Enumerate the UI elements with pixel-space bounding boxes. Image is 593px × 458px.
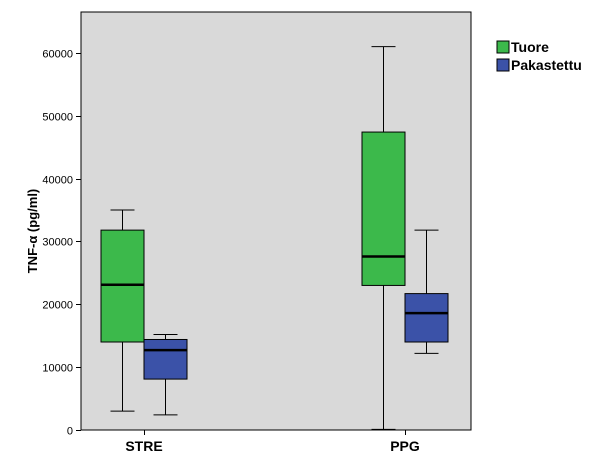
legend: Tuore Pakastettu [496, 39, 582, 73]
y-axis-title: TNF-α (pg/ml) [25, 189, 40, 274]
box-iqr [100, 229, 145, 343]
legend-label-pakastettu: Pakastettu [511, 57, 582, 73]
legend-swatch-tuore [496, 40, 510, 54]
plot-frame [80, 11, 472, 431]
box-iqr [404, 293, 449, 343]
x-category-label: PPG [390, 438, 420, 454]
box-series-group [100, 46, 449, 430]
y-tick-label: 50000 [42, 112, 73, 124]
y-axis: 0 10000 20000 30000 40000 50000 60000 [42, 49, 81, 438]
box-iqr [143, 338, 188, 380]
box-tuore-ppg [361, 46, 406, 430]
y-tick-label: 60000 [42, 49, 73, 61]
y-tick-label: 20000 [42, 300, 73, 312]
legend-label-tuore: Tuore [511, 39, 549, 55]
y-tick-label: 0 [67, 426, 73, 438]
plot-area [81, 12, 471, 430]
x-category-label: STRE [125, 438, 162, 454]
box-pakastettu-stre [143, 333, 188, 416]
box-pakastettu-ppg [404, 229, 449, 354]
x-axis: STRE PPG [125, 430, 420, 454]
box-tuore-stre [100, 209, 145, 412]
y-tick-label: 10000 [42, 363, 73, 375]
box-iqr [361, 131, 406, 286]
y-tick-label: 30000 [42, 237, 73, 249]
y-tick-label: 40000 [42, 175, 73, 187]
legend-swatch-pakastettu [496, 58, 510, 72]
